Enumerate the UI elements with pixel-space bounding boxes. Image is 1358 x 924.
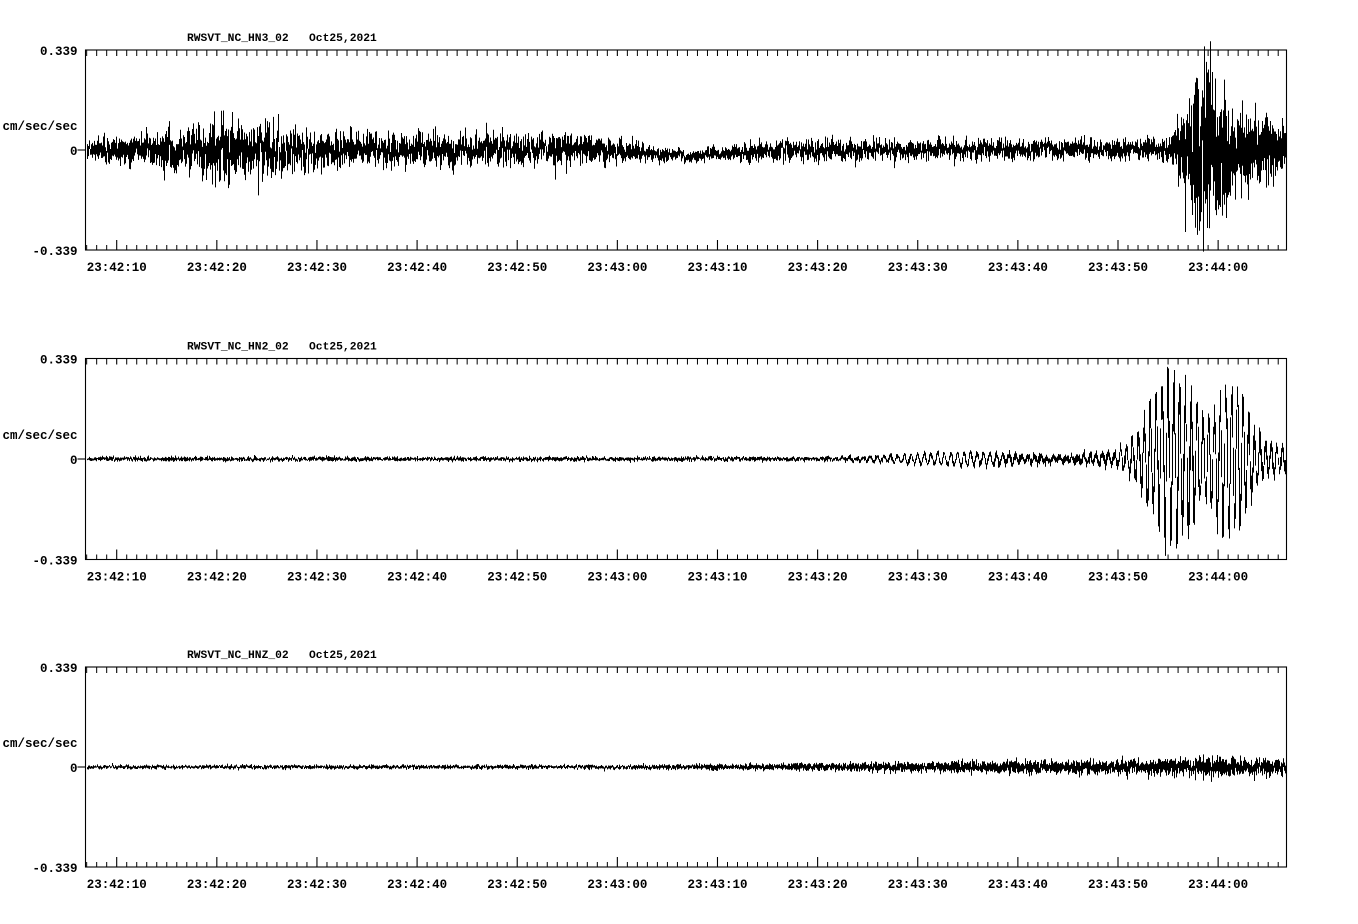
svg-text:23:42:40: 23:42:40 [387,571,447,585]
svg-text:23:43:30: 23:43:30 [888,261,948,275]
svg-text:23:43:30: 23:43:30 [888,571,948,585]
svg-text:23:42:20: 23:42:20 [187,571,247,585]
svg-text:23:43:20: 23:43:20 [788,878,848,892]
svg-text:cm/sec/sec: cm/sec/sec [2,737,77,751]
svg-text:23:44:00: 23:44:00 [1188,261,1248,275]
svg-text:23:42:20: 23:42:20 [187,261,247,275]
svg-text:23:43:30: 23:43:30 [888,878,948,892]
svg-text:23:43:10: 23:43:10 [687,261,747,275]
svg-text:23:43:40: 23:43:40 [988,261,1048,275]
svg-text:23:43:20: 23:43:20 [788,261,848,275]
svg-text:23:42:10: 23:42:10 [87,571,147,585]
svg-text:23:44:00: 23:44:00 [1188,571,1248,585]
svg-text:23:42:10: 23:42:10 [87,878,147,892]
svg-text:23:42:50: 23:42:50 [487,878,547,892]
svg-text:-0.339: -0.339 [32,862,77,876]
svg-text:23:42:50: 23:42:50 [487,571,547,585]
svg-text:RWSVT_NC_HNZ_02 Oct25,2021: RWSVT_NC_HNZ_02 Oct25,2021 [187,650,377,662]
svg-text:23:42:30: 23:42:30 [287,878,347,892]
svg-text:23:43:40: 23:43:40 [988,571,1048,585]
svg-text:RWSVT_NC_HN2_02 Oct25,2021: RWSVT_NC_HN2_02 Oct25,2021 [187,342,377,354]
svg-text:23:43:50: 23:43:50 [1088,261,1148,275]
svg-text:23:43:00: 23:43:00 [587,878,647,892]
svg-text:0.339: 0.339 [40,45,78,59]
svg-text:0: 0 [70,762,78,776]
svg-text:23:42:40: 23:42:40 [387,878,447,892]
svg-text:0.339: 0.339 [40,354,78,368]
svg-text:23:44:00: 23:44:00 [1188,878,1248,892]
svg-text:cm/sec/sec: cm/sec/sec [2,429,77,443]
svg-text:23:43:40: 23:43:40 [988,878,1048,892]
svg-text:23:43:00: 23:43:00 [587,571,647,585]
svg-text:23:43:20: 23:43:20 [788,571,848,585]
svg-text:23:43:00: 23:43:00 [587,261,647,275]
svg-text:23:43:50: 23:43:50 [1088,571,1148,585]
svg-text:RWSVT_NC_HN3_02 Oct25,2021: RWSVT_NC_HN3_02 Oct25,2021 [187,33,377,45]
svg-text:23:42:30: 23:42:30 [287,261,347,275]
svg-text:-0.339: -0.339 [32,245,77,259]
svg-text:23:42:50: 23:42:50 [487,261,547,275]
svg-text:-0.339: -0.339 [32,555,77,569]
svg-text:cm/sec/sec: cm/sec/sec [2,120,77,134]
svg-text:23:42:40: 23:42:40 [387,261,447,275]
svg-text:0: 0 [70,454,78,468]
svg-text:0: 0 [70,145,78,159]
svg-text:23:43:50: 23:43:50 [1088,878,1148,892]
svg-text:23:42:20: 23:42:20 [187,878,247,892]
svg-text:0.339: 0.339 [40,662,78,676]
svg-text:23:43:10: 23:43:10 [687,878,747,892]
svg-text:23:42:10: 23:42:10 [87,261,147,275]
svg-text:23:43:10: 23:43:10 [687,571,747,585]
svg-text:23:42:30: 23:42:30 [287,571,347,585]
